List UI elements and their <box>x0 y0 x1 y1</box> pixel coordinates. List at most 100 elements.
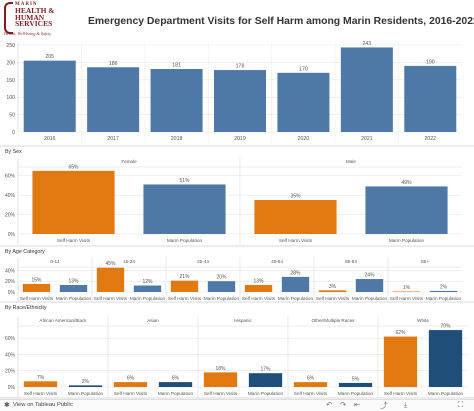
bar <box>207 281 236 292</box>
group-label: Male <box>346 159 356 164</box>
x-tick-label: Marin Population <box>278 296 314 301</box>
y-tick-label: 60% <box>5 174 16 180</box>
bar <box>96 267 125 292</box>
y-tick-label: 20% <box>5 279 16 285</box>
undo-icon[interactable]: ↶ <box>326 400 333 409</box>
y-tick-label: 0% <box>8 290 16 296</box>
header: MARIN HEALTH & HUMAN SERVICES Health, We… <box>0 0 474 38</box>
x-tick-label: Self Harm Visits <box>57 238 91 243</box>
y-tick-label: 200 <box>6 60 15 66</box>
bar <box>429 290 458 292</box>
bar <box>392 291 421 292</box>
group-label: Female <box>121 159 137 164</box>
data-label: 13% <box>68 278 79 284</box>
data-label: 243 <box>363 41 372 47</box>
data-label: 15% <box>31 277 42 283</box>
bar <box>143 184 226 234</box>
y-tick-label: 100 <box>6 95 15 101</box>
bar <box>244 284 273 292</box>
x-tick-label: Marin Population <box>158 391 194 396</box>
bar <box>404 65 457 132</box>
bar <box>248 373 283 387</box>
data-label: 35% <box>290 194 301 200</box>
data-label: 17% <box>260 367 271 373</box>
bar <box>22 283 51 292</box>
group-label: 25-44 <box>197 259 209 264</box>
x-tick-label: Marin Population <box>389 238 425 243</box>
x-tick-label: 2018 <box>171 136 183 142</box>
x-tick-label: Marin Population <box>426 296 462 301</box>
y-tick-label: 50 <box>9 113 15 119</box>
bar <box>254 200 337 234</box>
group-label: 0-14 <box>50 259 60 264</box>
tableau-icon: ✱ <box>4 402 10 409</box>
bar <box>32 170 115 234</box>
bar <box>87 67 140 132</box>
group-label: Asian <box>147 318 159 323</box>
data-label: 7% <box>37 375 45 381</box>
bar <box>277 72 330 132</box>
bar <box>170 280 199 292</box>
x-tick-label: Self Harm Visits <box>279 238 313 243</box>
x-tick-label: Self Harm Visits <box>114 391 148 396</box>
x-tick-label: Marin Population <box>56 296 92 301</box>
bar <box>150 69 203 132</box>
data-label: 49% <box>401 180 412 186</box>
x-tick-label: Marin Population <box>68 391 104 396</box>
data-label: 178 <box>236 64 245 70</box>
y-tick-label: 0% <box>8 232 16 238</box>
logo-mark-icon <box>4 2 13 34</box>
group-label: Other/Multiple Races <box>312 318 356 323</box>
data-label: 21% <box>179 274 190 280</box>
group-label: 45-64 <box>271 259 283 264</box>
download-icon[interactable]: ⤓ <box>404 400 408 409</box>
bar <box>340 47 393 132</box>
x-tick-label: Marin Population <box>352 296 388 301</box>
data-label: 24% <box>364 273 375 279</box>
footer: ✱ View on Tableau Public ↶ ↷ ⇤ ⤴ ⤓ ⛶ <box>0 399 474 411</box>
y-tick-label: 0% <box>8 385 16 391</box>
fullscreen-icon[interactable]: ⛶ <box>458 400 464 409</box>
data-label: 13% <box>253 278 264 284</box>
x-tick-label: Self Harm Visits <box>242 296 276 301</box>
group-label: 65-84 <box>345 259 357 264</box>
data-label: 62% <box>395 330 406 336</box>
redo-icon[interactable]: ↷ <box>340 400 347 409</box>
view-on-tableau-link[interactable]: View on Tableau Public <box>13 402 73 408</box>
bar <box>355 279 384 292</box>
data-label: 186 <box>109 61 118 67</box>
logo-text-1: MARIN <box>15 2 38 7</box>
panel-title: By Race/Ethnicity <box>5 305 47 311</box>
data-label: 18% <box>215 366 226 372</box>
x-tick-label: Self Harm Visits <box>204 391 238 396</box>
x-tick-label: 2020 <box>298 136 310 142</box>
logo: MARIN HEALTH & HUMAN SERVICES Health, We… <box>4 2 76 36</box>
logo-text-2: HEALTH & <box>15 6 55 16</box>
x-tick-label: Self Harm Visits <box>168 296 202 301</box>
x-tick-label: Self Harm Visits <box>20 296 54 301</box>
x-tick-label: 2021 <box>361 136 373 142</box>
panel-title: By Age Category <box>5 249 45 255</box>
logo-tagline: Health, Well-being & Safety <box>4 31 52 36</box>
bar <box>338 382 373 387</box>
revert-icon[interactable]: ⇤ <box>354 400 361 409</box>
bar <box>113 382 148 387</box>
data-label: 1% <box>403 285 411 291</box>
x-tick-label: 2016 <box>44 136 56 142</box>
bar <box>428 330 463 387</box>
bar <box>365 186 448 234</box>
y-tick-label: 40% <box>5 352 16 358</box>
bar <box>383 336 418 387</box>
y-tick-label: 20% <box>5 213 16 219</box>
data-label: 2% <box>82 379 90 385</box>
data-label: 190 <box>426 59 435 65</box>
x-tick-label: Self Harm Visits <box>316 296 350 301</box>
bar <box>281 276 310 292</box>
bar <box>213 70 267 132</box>
data-label: 51% <box>179 178 190 184</box>
data-label: 6% <box>172 376 180 382</box>
bar <box>59 284 88 292</box>
x-tick-label: Marin Population <box>248 391 284 396</box>
share-icon[interactable]: ⤴ <box>380 401 388 410</box>
group-label: Hispanic <box>234 318 252 323</box>
